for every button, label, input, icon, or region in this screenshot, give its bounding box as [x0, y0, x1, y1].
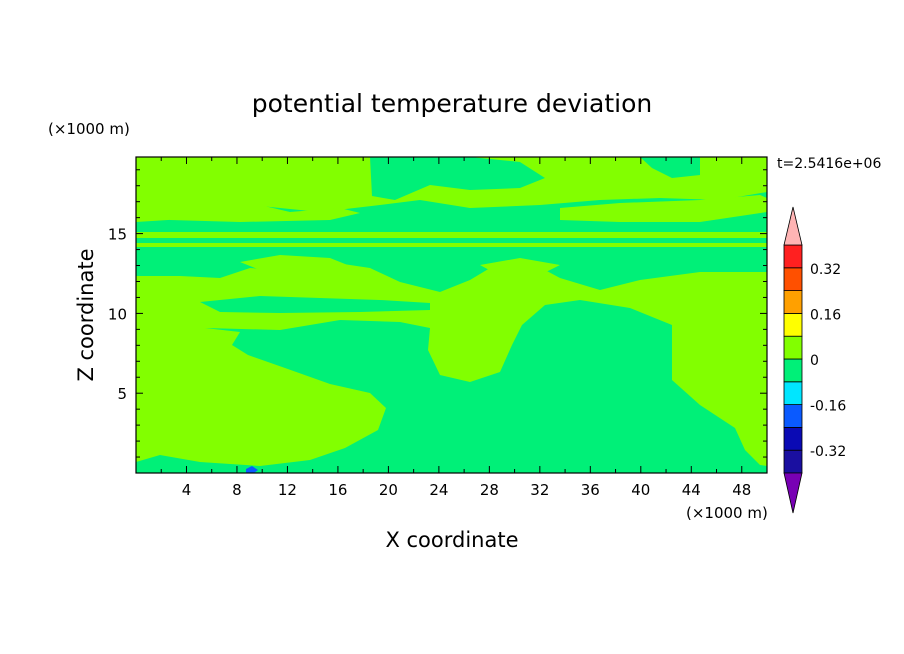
- x-tick-label-9: 40: [631, 481, 650, 499]
- x-tick-label-10: 44: [682, 481, 701, 499]
- time-label: t=2.5416e+06: [777, 156, 881, 172]
- y-tick-label-2: 15: [108, 226, 127, 244]
- x-tick-label-8: 36: [581, 481, 600, 499]
- colorbar-label-4: -0.32: [810, 444, 846, 460]
- y-tick-label-1: 10: [108, 305, 127, 323]
- y-tick-label-0: 5: [117, 385, 127, 403]
- band-15km: [136, 232, 767, 238]
- lower-negative-region: [136, 300, 767, 473]
- x-tick-label-3: 16: [328, 481, 347, 499]
- band-upper-lobe: [160, 198, 360, 222]
- positive-band-group: [136, 195, 767, 276]
- x-unit-label: (×1000 m): [686, 504, 768, 522]
- colorbar-under-arrow: [783, 472, 803, 514]
- colorbar: 0.32 0.16 0 -0.16 -0.32: [783, 206, 846, 514]
- colorbar-swatch-9: [783, 244, 803, 269]
- colorbar-swatch-0: [783, 449, 803, 474]
- x-tick-label-0: 4: [182, 481, 192, 499]
- x-axis-ticks: 4 8 12 16 20 24 28 32 36 40 44 48: [160, 157, 751, 499]
- colorbar-swatch-2: [783, 404, 803, 428]
- y-unit-label: (×1000 m): [48, 120, 130, 138]
- band-14km: [136, 243, 767, 247]
- top-right-region: [640, 157, 700, 178]
- x-tick-label-1: 8: [232, 481, 242, 499]
- x-tick-label-5: 24: [429, 481, 448, 499]
- colorbar-swatch-7: [783, 290, 803, 314]
- x-tick-label-4: 20: [379, 481, 398, 499]
- colorbar-swatch-4: [783, 358, 803, 383]
- colorbar-label-0: 0.32: [810, 262, 841, 278]
- x-tick-label-11: 48: [732, 481, 751, 499]
- colorbar-swatch-1: [783, 426, 803, 451]
- colorbar-swatch-5: [783, 335, 803, 360]
- colorbar-label-3: -0.16: [810, 399, 846, 415]
- min-patch: [246, 466, 258, 473]
- plot-frame: [135, 156, 768, 474]
- x-tick-label-2: 12: [278, 481, 297, 499]
- plot-area: [135, 156, 768, 474]
- x-axis-title: X coordinate: [385, 528, 518, 552]
- colorbar-swatch-3: [783, 381, 803, 405]
- colorbar-label-1: 0.16: [810, 307, 841, 323]
- x-tick-label-7: 32: [530, 481, 549, 499]
- colorbar-swatch-8: [783, 267, 803, 291]
- mid-strip-region: [200, 296, 430, 313]
- x-tick-label-6: 28: [480, 481, 499, 499]
- colorbar-over-arrow: [783, 206, 803, 246]
- colorbar-label-2: 0: [810, 353, 819, 369]
- colorbar-swatch-6: [783, 312, 803, 337]
- y-axis-title: Z coordinate: [74, 248, 98, 381]
- top-center-region: [370, 157, 545, 200]
- y-axis-ticks: 5 10 15: [108, 169, 767, 458]
- chart-title: potential temperature deviation: [252, 89, 652, 118]
- lower-lobe-left: [240, 255, 350, 274]
- lower-lobe-right: [480, 258, 560, 276]
- band-right-lobe: [560, 195, 767, 222]
